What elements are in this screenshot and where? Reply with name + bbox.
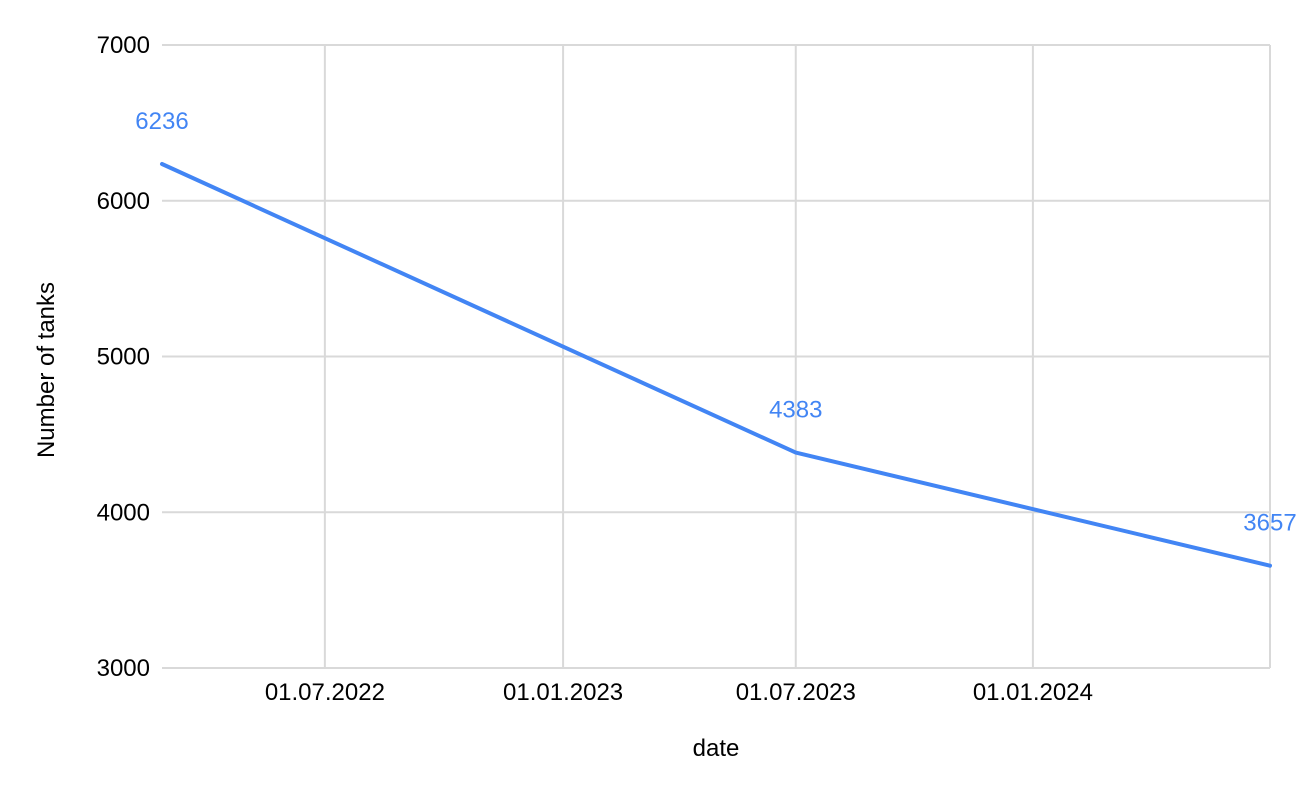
data-label: 4383 [769,397,822,424]
x-tick-label: 01.07.2023 [736,679,856,706]
series-line [160,161,1272,568]
x-tick-label: 01.07.2022 [265,679,385,706]
x-axis-title: date [692,735,740,762]
y-tick-label: 3000 [97,655,150,682]
data-label: 6236 [135,108,188,135]
y-tick-label: 7000 [97,32,150,59]
y-axis-title: Number of tanks [33,281,60,459]
data-label: 3657 [1243,510,1296,537]
x-tick-label: 01.01.2024 [973,679,1093,706]
x-tick-label: 01.01.2023 [503,679,623,706]
y-tick-label: 4000 [97,499,150,526]
y-tick-label: 6000 [97,188,150,215]
y-tick-label: 5000 [97,344,150,371]
